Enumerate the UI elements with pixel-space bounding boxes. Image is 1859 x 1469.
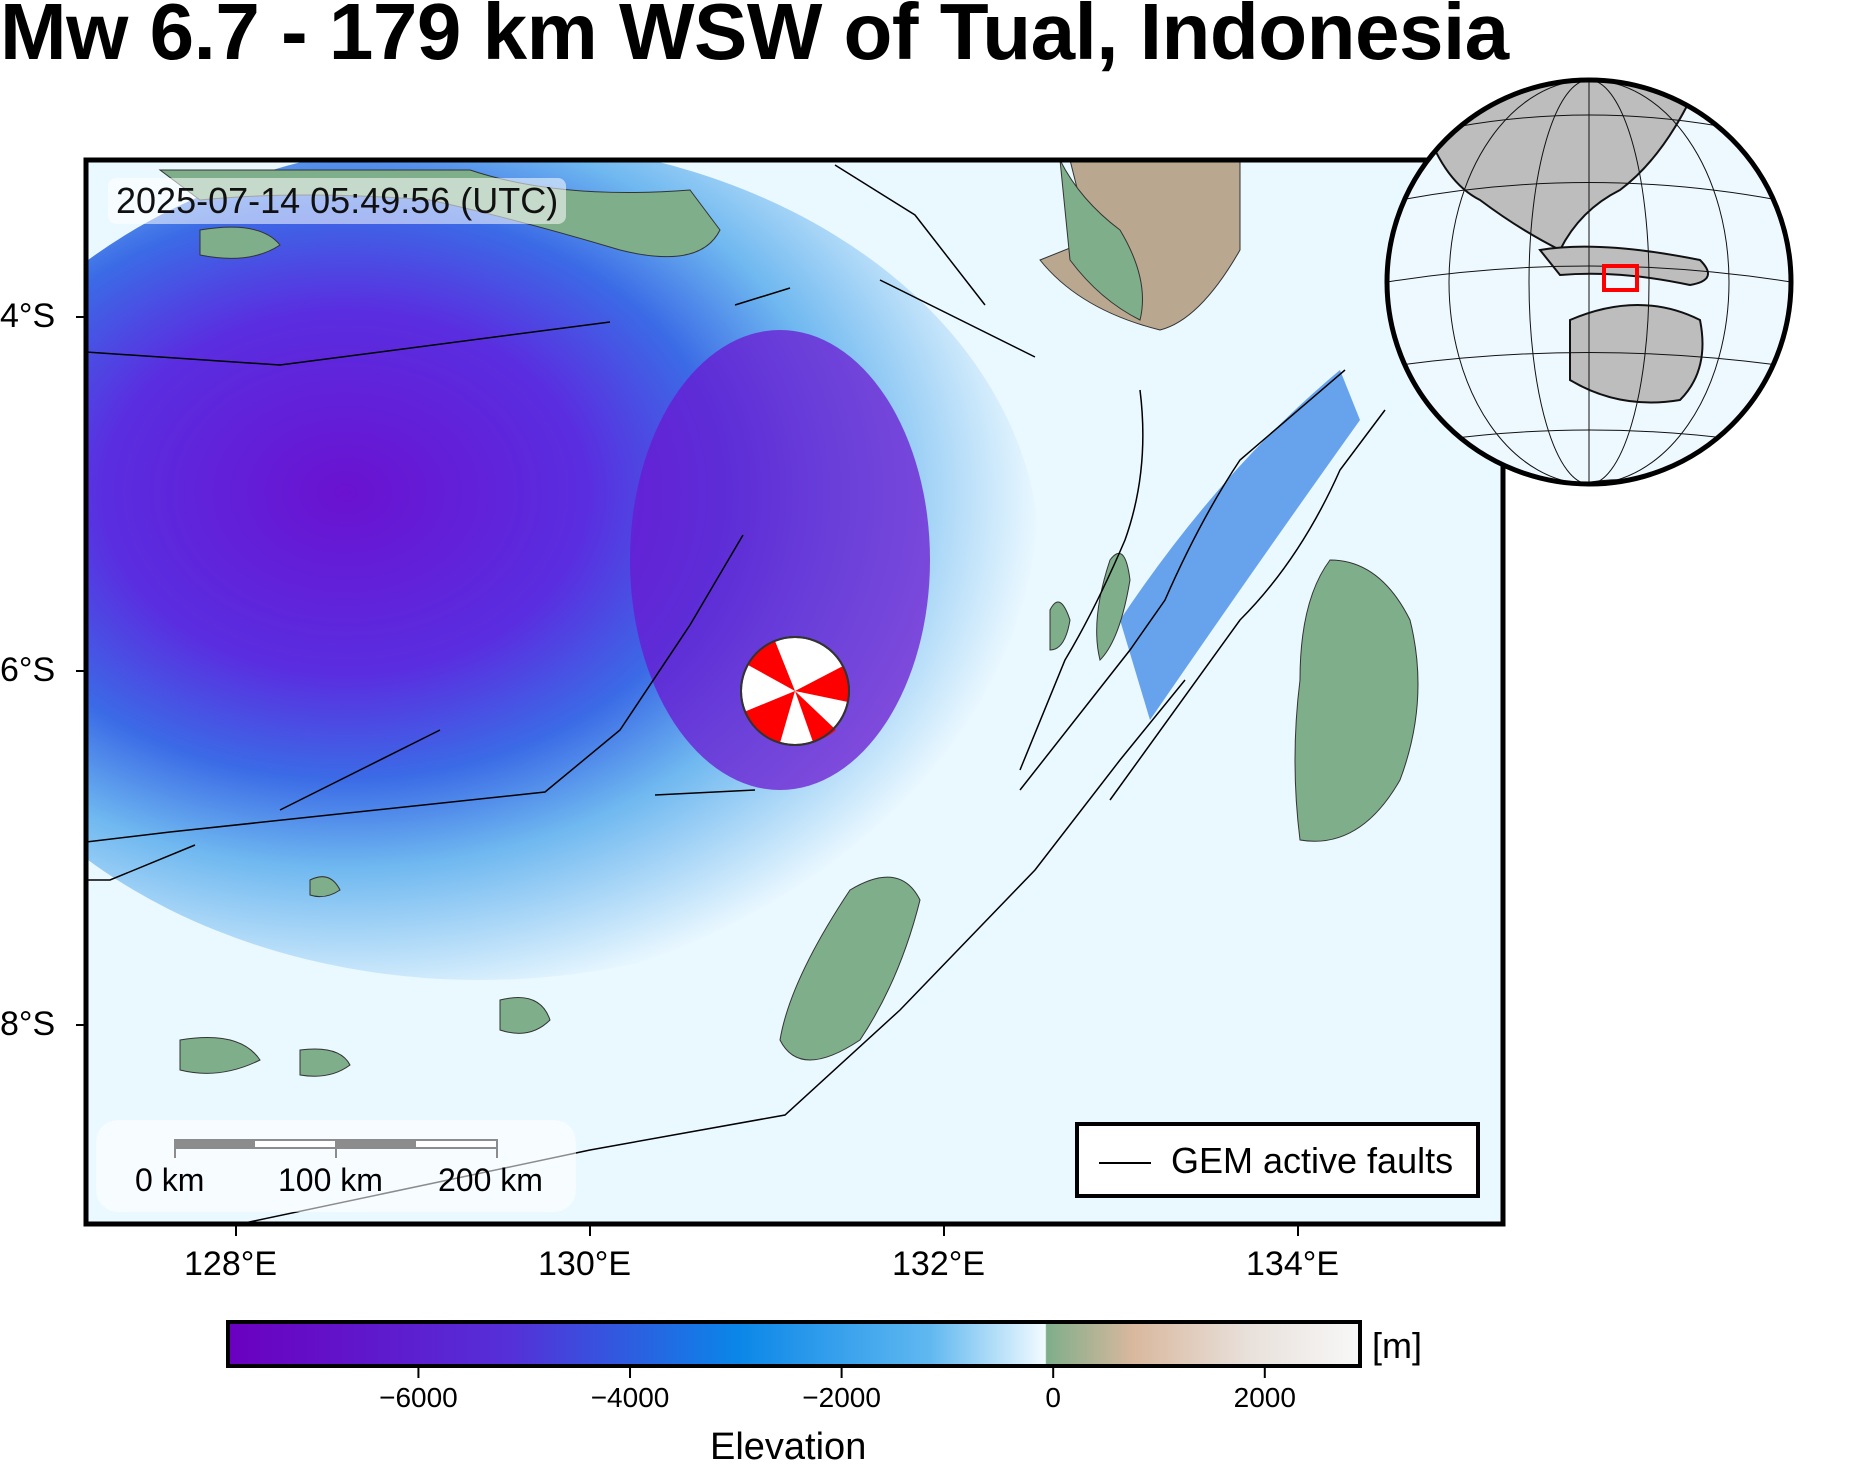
aru-islands [1294,559,1419,842]
scale-label-100: 100 km [278,1162,383,1198]
lon-tick-label: 128°E [184,1245,278,1283]
kai-besar [1096,552,1131,661]
damar-island [309,876,341,898]
lon-tick-marks [235,1224,1299,1236]
colorbar-tick-label: 0 [1045,1382,1061,1413]
leti-island [299,1048,351,1077]
aru-trough [1120,370,1360,720]
map-title: Mw 6.7 - 179 km WSW of Tual, Indonesia [0,0,1509,76]
beachball-focal-mechanism[interactable] [740,636,850,746]
legend-fault-line [1099,1162,1151,1164]
asia-landmass [1418,80,1692,252]
lon-tick-label: 134°E [1246,1245,1340,1283]
scale-bar-background [96,1120,576,1212]
scale-label-0: 0 km [135,1162,205,1198]
lat-tick-label: 6°S [0,651,56,689]
ambon-island [199,226,281,259]
wetar-island [179,1037,261,1074]
islands [158,160,1419,1077]
fault-lines [86,164,1386,1224]
map-frame [83,157,1506,1227]
bomberai [1059,160,1143,321]
lat-tick-label: 4°S [0,297,56,335]
weber-deep [630,330,930,790]
lon-tick-label: 130°E [538,1245,632,1283]
colorbar-tick-label: −4000 [590,1382,670,1413]
event-timestamp: 2025-07-14 05:49:56 (UTC) [108,178,567,224]
colorbar [226,1320,1362,1378]
locator-box [1602,264,1639,292]
colorbar-unit: [m] [1372,1325,1422,1366]
lat-tick-marks [76,316,86,1026]
colorbar-tick-label: 2000 [1233,1382,1296,1413]
yamdena-island [779,876,921,1061]
inset-globe [1384,77,1794,487]
legend-fault-label: GEM active faults [1171,1140,1454,1181]
main-map [86,160,1503,1224]
scale-label-200: 200 km [438,1162,543,1198]
colorbar-tick-label: −2000 [802,1382,881,1413]
legend-box: GEM active faults [1075,1122,1480,1198]
colorbar-tick-label: −6000 [379,1382,458,1413]
kai-kecil [1049,601,1071,651]
babar-island [499,997,551,1034]
colorbar-title: Elevation [710,1426,867,1468]
lon-tick-label: 132°E [892,1245,986,1283]
lat-tick-label: 8°S [0,1005,56,1043]
